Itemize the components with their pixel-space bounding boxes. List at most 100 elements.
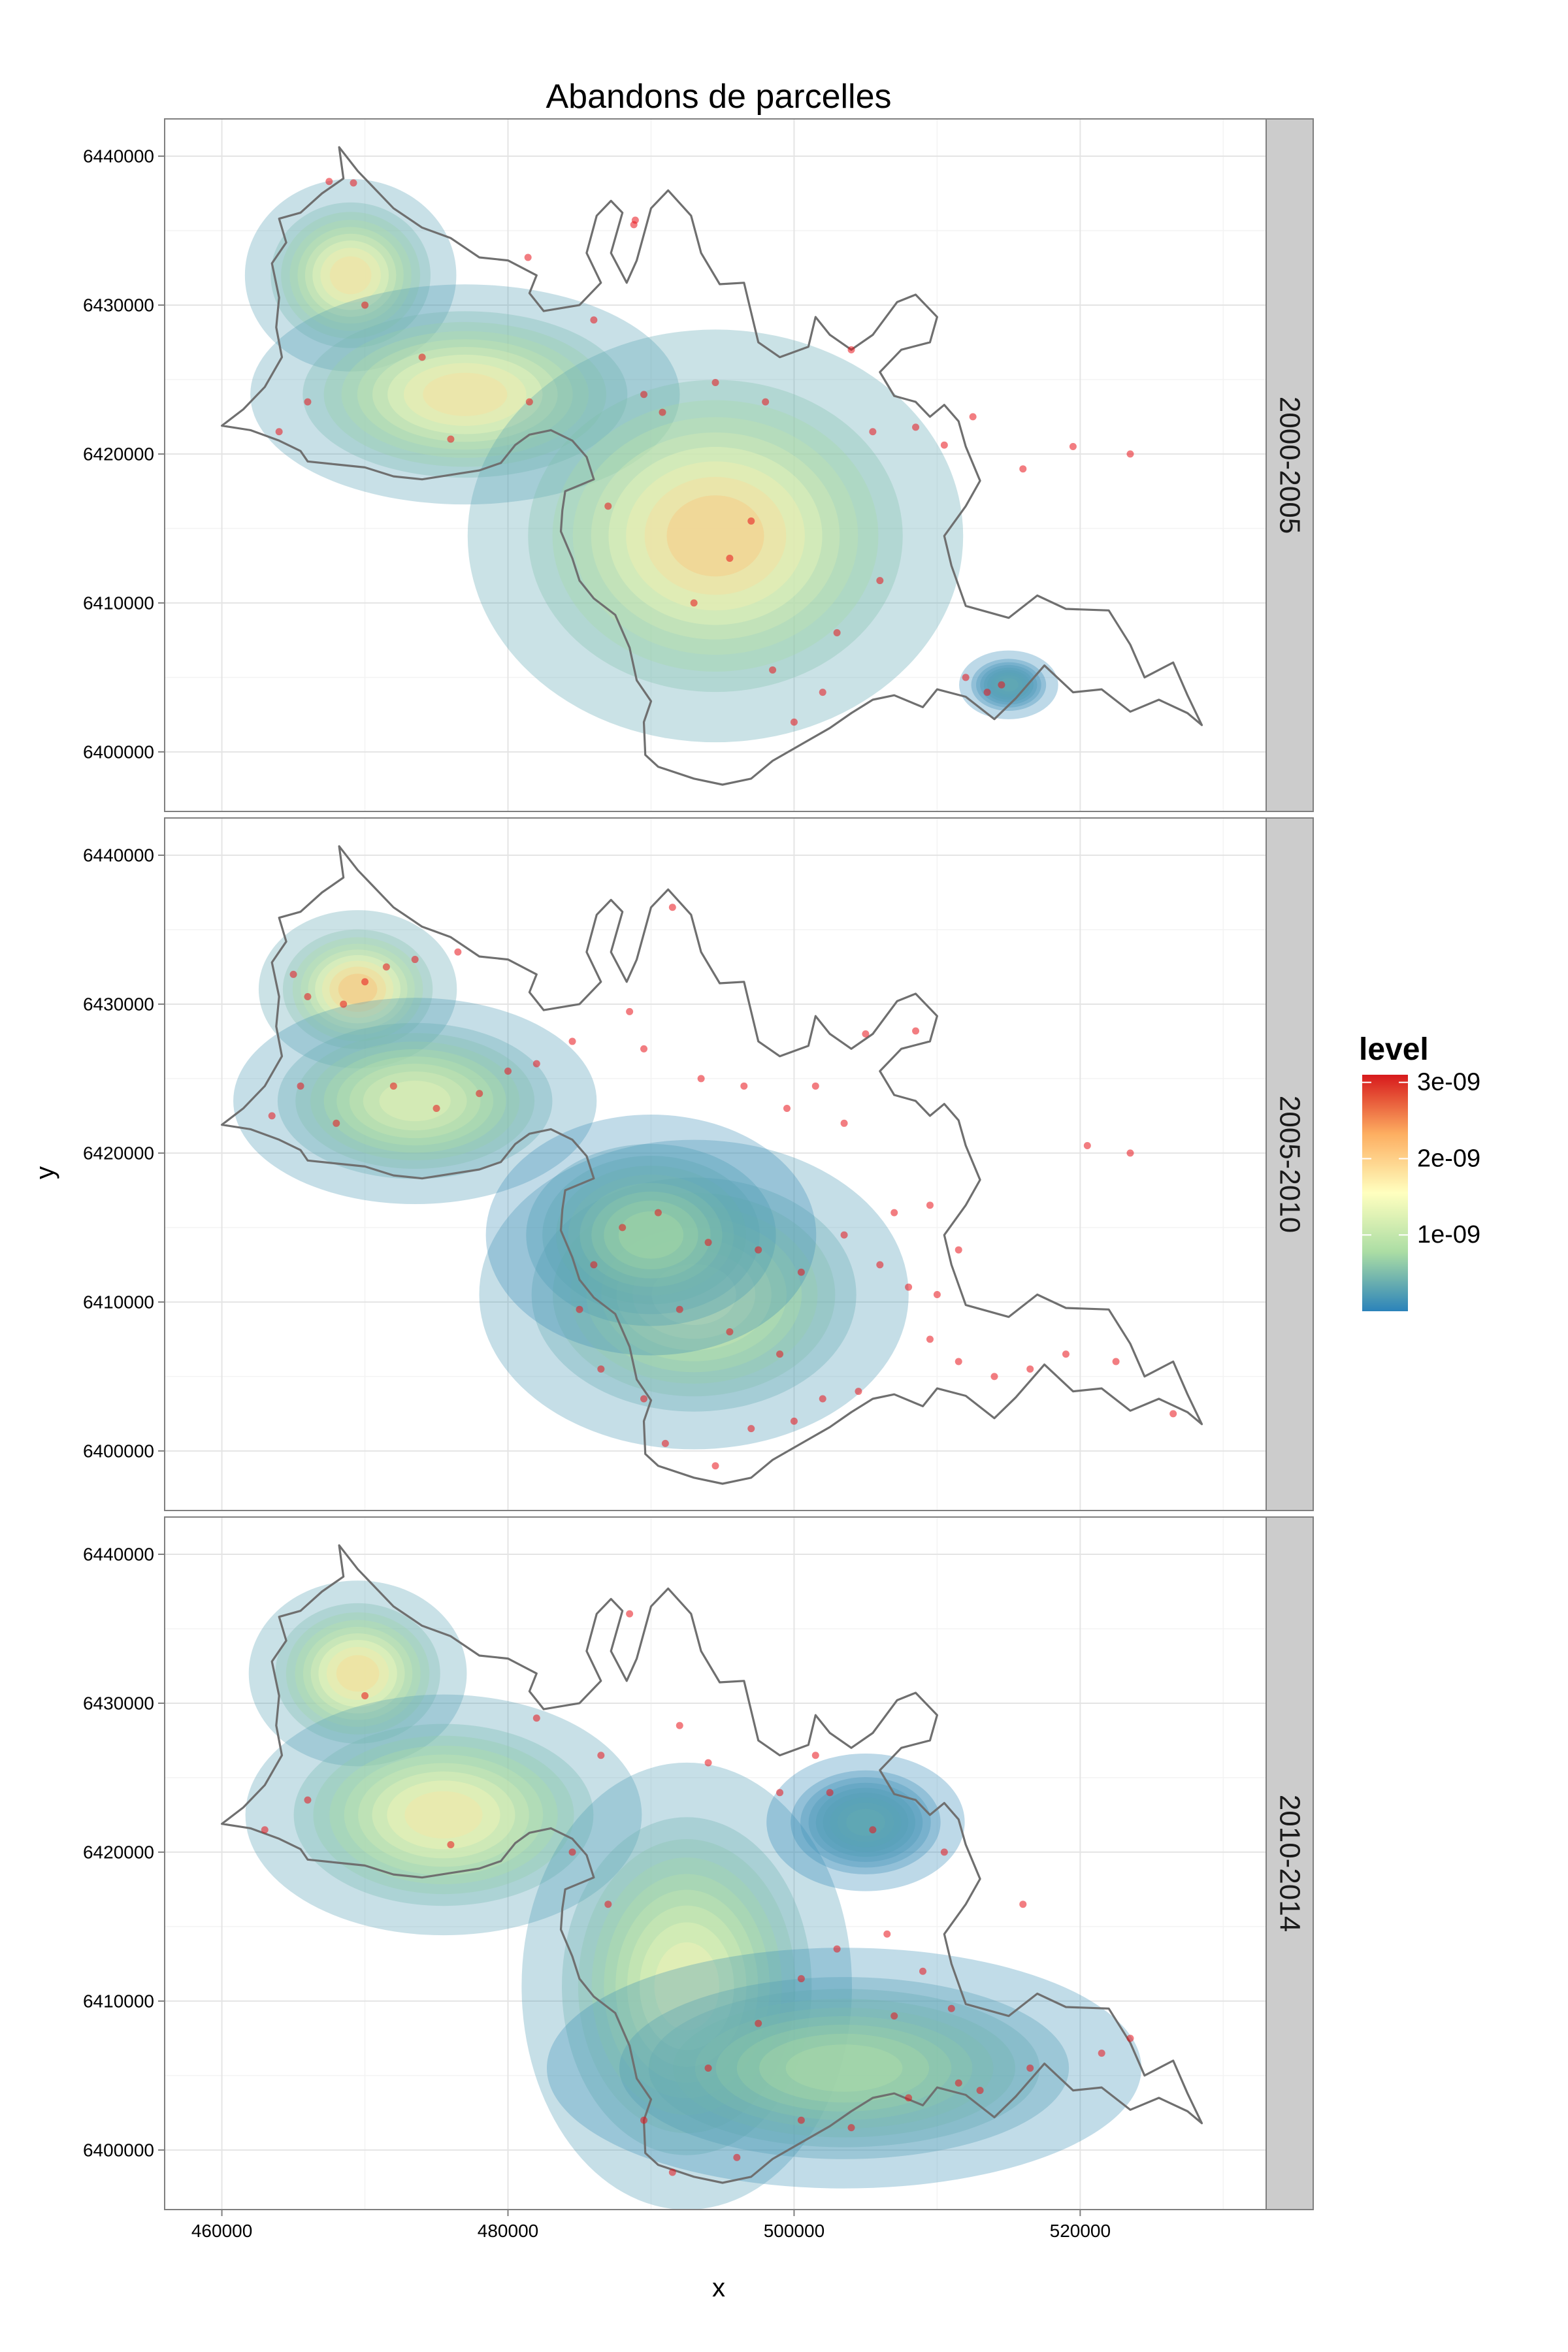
contour-band bbox=[336, 1056, 494, 1146]
y-axis-ticks: 6400000 6410000 6420000 6430000 6440000 bbox=[83, 146, 165, 762]
data-point bbox=[912, 423, 920, 431]
data-point bbox=[811, 1082, 819, 1090]
data-point bbox=[350, 179, 357, 187]
data-point bbox=[661, 1439, 669, 1447]
contour-band bbox=[275, 1603, 440, 1744]
data-point bbox=[654, 1209, 662, 1217]
data-point bbox=[976, 2087, 984, 2095]
abandonment-points bbox=[261, 1610, 1134, 2176]
data-point bbox=[905, 1283, 913, 1291]
contour-band bbox=[823, 1792, 909, 1852]
contour-band bbox=[233, 998, 597, 1205]
data-point bbox=[983, 689, 991, 696]
data-point bbox=[433, 1105, 440, 1113]
contour-band bbox=[357, 339, 573, 450]
contour-band bbox=[372, 1771, 515, 1859]
density-peak-1 bbox=[250, 284, 680, 505]
data-point bbox=[668, 904, 676, 911]
contour-band bbox=[591, 1857, 782, 2115]
contour-band bbox=[358, 1763, 529, 1867]
contour-band bbox=[315, 955, 401, 1024]
contour-band bbox=[830, 1797, 902, 1848]
data-point bbox=[955, 2079, 962, 2087]
data-point bbox=[1098, 2050, 1105, 2057]
data-point bbox=[955, 1246, 962, 1254]
contour-band bbox=[521, 1763, 852, 2210]
contour-band bbox=[618, 1211, 684, 1259]
y-tick-label: 6430000 bbox=[83, 994, 154, 1014]
data-point bbox=[762, 398, 770, 406]
data-point bbox=[626, 1007, 634, 1015]
data-point bbox=[690, 599, 698, 607]
data-point bbox=[840, 1119, 848, 1127]
data-point bbox=[476, 1090, 483, 1098]
contour-band bbox=[329, 256, 372, 295]
contour-band bbox=[959, 650, 1058, 719]
data-point bbox=[1083, 1142, 1091, 1150]
contour-band bbox=[586, 1217, 802, 1373]
legend: level 1e-09 2e-09 3e-09 bbox=[1359, 1032, 1480, 1311]
contour-band bbox=[302, 311, 628, 478]
contour-band bbox=[349, 1064, 481, 1139]
data-point bbox=[504, 1068, 512, 1075]
data-point bbox=[1126, 2034, 1134, 2042]
data-point bbox=[604, 502, 612, 510]
data-point bbox=[1126, 1149, 1134, 1157]
contour-band bbox=[323, 321, 606, 467]
density-peak-3 bbox=[546, 1948, 1142, 2189]
contour-band bbox=[736, 2024, 952, 2112]
contour-band bbox=[785, 2044, 903, 2092]
density-peak-2 bbox=[479, 1139, 909, 1450]
data-point bbox=[640, 391, 648, 399]
data-point bbox=[454, 948, 462, 956]
contour-band bbox=[250, 284, 680, 505]
x-axis-label: x bbox=[712, 2274, 725, 2302]
data-point bbox=[1069, 443, 1077, 451]
data-point bbox=[597, 1752, 605, 1759]
contour-band bbox=[310, 1633, 405, 1714]
y-axis-ticks: 6400000 6410000 6420000 6430000 6440000 bbox=[83, 1544, 165, 2160]
facet-label: 2000-2005 bbox=[1274, 397, 1306, 534]
legend-colorbar bbox=[1362, 1075, 1408, 1311]
contour-band bbox=[616, 1238, 772, 1350]
data-point bbox=[590, 1261, 598, 1269]
contour-band bbox=[341, 331, 589, 458]
contour-band bbox=[975, 662, 1041, 708]
contour-band bbox=[329, 966, 386, 1012]
facet-strip bbox=[1266, 118, 1314, 812]
data-point bbox=[704, 1759, 712, 1767]
contour-band bbox=[644, 477, 787, 595]
region-boundary bbox=[221, 146, 1203, 786]
y-tick-label: 6410000 bbox=[83, 1991, 154, 2011]
grid bbox=[165, 818, 1266, 1511]
contour-band bbox=[580, 1183, 723, 1287]
data-point bbox=[890, 1209, 898, 1217]
abandonment-points bbox=[275, 178, 1134, 726]
contour-band bbox=[601, 1228, 787, 1362]
data-point bbox=[297, 1082, 304, 1090]
contour-band bbox=[766, 1754, 965, 1891]
data-point bbox=[819, 1395, 826, 1403]
facet-strip bbox=[1266, 1516, 1314, 2210]
data-point bbox=[524, 253, 532, 261]
contour-band bbox=[980, 664, 1037, 705]
data-point bbox=[704, 2064, 712, 2072]
data-point bbox=[790, 1417, 798, 1425]
contour-band bbox=[608, 447, 823, 625]
contour-band bbox=[673, 1999, 1016, 2138]
data-point bbox=[361, 1692, 369, 1700]
contour-band bbox=[998, 678, 1019, 692]
data-point bbox=[711, 1462, 719, 1470]
contour-band bbox=[568, 1174, 734, 1296]
data-point bbox=[1026, 2064, 1034, 2072]
data-point bbox=[740, 1082, 748, 1090]
contour-band bbox=[531, 1177, 857, 1412]
data-point bbox=[940, 441, 948, 449]
contour-band bbox=[694, 2008, 994, 2129]
contour-band bbox=[387, 354, 543, 434]
contour-band bbox=[304, 233, 397, 317]
contour-band bbox=[552, 1192, 836, 1397]
contour-band bbox=[336, 1655, 380, 1692]
contour-band bbox=[302, 1627, 413, 1720]
